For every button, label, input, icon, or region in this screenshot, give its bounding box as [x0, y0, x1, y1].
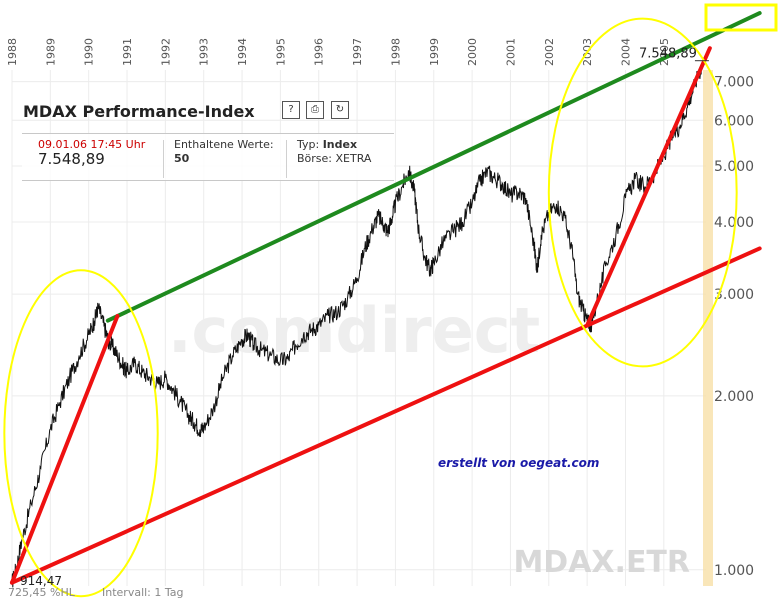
info-panel: [22, 133, 394, 181]
x-tick-label: 1998: [389, 38, 402, 66]
red-trend-2003-2006: [585, 46, 712, 328]
date-time-cell: 09.01.06 17:45 Uhr 7.548,89: [38, 138, 145, 168]
info-icon[interactable]: ?: [282, 101, 300, 119]
type-cell: Typ: Index Börse: XETRA: [297, 138, 371, 166]
x-tick-label: 2001: [504, 38, 517, 66]
quote-date: 09.01.06: [38, 138, 87, 151]
x-tick-label: 1999: [428, 38, 441, 66]
y-tick-label: 5.000: [714, 159, 754, 175]
y-axis-ticks: 1.000 2.000 3.000 4.000 5.000 6.000 7.000: [714, 75, 754, 579]
overlays-layer: [3, 11, 762, 598]
x-tick-label: 1988: [6, 38, 19, 66]
last-value-label: 7.548,89: [639, 47, 697, 62]
components-label: Enthaltene Werte:: [174, 138, 274, 151]
price-series-line: [11, 62, 704, 588]
x-tick-label: 1992: [159, 38, 172, 66]
x-tick-label: 1994: [236, 38, 249, 66]
footer-low-info: 725,45 %HL: [8, 586, 76, 598]
y-tick-label: 7.000: [714, 75, 754, 91]
watermark-mdax-etr: MDAX.ETR: [513, 545, 690, 580]
x-axis-ticks: 1988 1989 1990 1991 1992 1993 1994 1995 1996 1997…: [6, 38, 671, 66]
separator: [163, 140, 164, 178]
credit-label: erstellt von oegeat.com: [438, 456, 599, 470]
highlight-band: [703, 70, 713, 586]
y-tick-label: 4.000: [714, 215, 754, 231]
components-cell: Enthaltene Werte: 50: [174, 138, 274, 166]
red-long-trend-line: [10, 246, 762, 585]
yellow-corner-box: [704, 3, 778, 32]
yellow-ellipse-left: [3, 269, 159, 598]
low-value-label: 914,47: [20, 574, 62, 588]
red-trend-1988-1990: [10, 314, 120, 585]
last-value: 7.548,89: [38, 150, 105, 168]
refresh-icon[interactable]: ↻: [331, 101, 349, 119]
print-icon[interactable]: ⎙: [306, 101, 324, 119]
series-layer: [11, 62, 704, 588]
quote-time: 17:45 Uhr: [90, 138, 146, 151]
y-tick-label: 1.000: [714, 563, 754, 579]
exchange-label: Börse:: [297, 152, 333, 165]
green-channel-line: [105, 11, 762, 323]
exchange-value: XETRA: [335, 152, 372, 165]
x-tick-label: 2002: [543, 38, 556, 66]
watermarks: MDAX.ETR.comdirect: [168, 294, 690, 580]
type-value: Index: [322, 138, 358, 151]
x-tick-label: 1990: [83, 38, 96, 66]
x-tick-label: 1997: [351, 38, 364, 66]
type-label: Typ:: [297, 138, 320, 151]
x-tick-label: 1991: [121, 38, 134, 66]
separator: [286, 140, 287, 178]
annotations-layer: 7.548,89 914,47 erstellt von oegeat.com: [20, 47, 709, 588]
x-tick-label: 2004: [619, 38, 632, 66]
y-tick-label: 2.000: [714, 389, 754, 405]
yellow-ellipse-right: [547, 17, 738, 368]
page-title: MDAX Performance-Index: [23, 102, 255, 121]
footer-interval: Intervall: 1 Tag: [102, 586, 184, 598]
components-value: 50: [174, 152, 190, 165]
x-tick-label: 1989: [44, 38, 57, 66]
y-tick-label: 6.000: [714, 113, 754, 129]
x-tick-label: 1995: [274, 38, 287, 66]
x-tick-label: 1996: [313, 38, 326, 66]
x-tick-label: 2000: [466, 38, 479, 66]
x-tick-label: 1993: [198, 38, 211, 66]
y-tick-label: 3.000: [714, 287, 754, 303]
